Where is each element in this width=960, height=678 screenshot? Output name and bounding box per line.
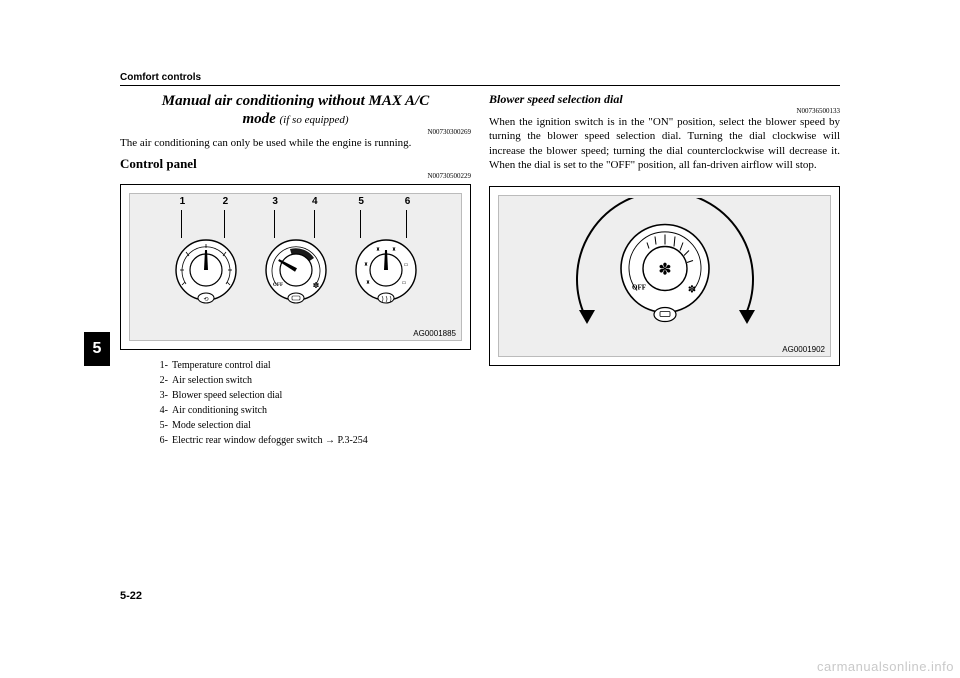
ref-number-1: N00730300269 xyxy=(120,128,471,136)
page-content: 5 Comfort controls Manual air conditioni… xyxy=(120,72,840,602)
header-rule xyxy=(120,85,840,86)
svg-text:♜: ♜ xyxy=(375,247,379,253)
svg-text:♜: ♜ xyxy=(365,280,369,286)
knob-row: ⟲ xyxy=(130,238,461,302)
figure-frame-right: OFF ✽ ✽ AG0001902 xyxy=(489,186,840,366)
watermark: carmanualsonline.info xyxy=(817,659,954,674)
two-columns: Manual air conditioning without MAX A/C … xyxy=(120,92,840,448)
ref-number-3: N00736500133 xyxy=(489,107,840,115)
svg-text:✽: ✽ xyxy=(687,285,695,296)
chapter-tab: 5 xyxy=(84,332,110,366)
figure-code-left: AG0001885 xyxy=(413,329,456,338)
leader-5 xyxy=(360,210,361,238)
callout-1: 1 xyxy=(180,196,186,207)
page-number: 5-22 xyxy=(120,590,142,602)
section-control-panel: Control panel xyxy=(120,156,471,172)
figure-code-right: AG0001902 xyxy=(782,345,825,354)
svg-text:▭: ▭ xyxy=(403,263,408,268)
blower-knob: ✽ OFF xyxy=(264,238,328,302)
leader-6 xyxy=(406,210,407,238)
svg-text:⟲: ⟲ xyxy=(203,297,208,303)
control-panel-figure: 1 2 3 4 5 6 xyxy=(120,184,471,350)
callout-4: 4 xyxy=(312,196,318,207)
svg-text:OFF: OFF xyxy=(632,284,646,292)
legend: 1- Temperature control dial 2- Air selec… xyxy=(154,358,471,448)
blower-figure-bg: OFF ✽ ✽ AG0001902 xyxy=(498,195,831,357)
main-title-mode: mode xyxy=(242,111,275,127)
leader-1 xyxy=(181,210,182,238)
intro-text: The air conditioning can only be used wh… xyxy=(120,136,471,150)
svg-text:✽: ✽ xyxy=(658,262,671,279)
legend-item-1: 1- Temperature control dial xyxy=(154,358,471,373)
blower-title: Blower speed selection dial xyxy=(489,92,840,107)
svg-text:OFF: OFF xyxy=(273,283,283,288)
page-header: Comfort controls xyxy=(120,72,840,83)
mode-knob: ♜ ♜ ♜ ♜ ▭ ▭ xyxy=(354,238,418,302)
right-column: Blower speed selection dial N00736500133… xyxy=(489,92,840,448)
ref-number-2: N00730500229 xyxy=(120,172,471,180)
callout-3: 3 xyxy=(272,196,278,207)
main-title-note: (if so equipped) xyxy=(280,114,349,126)
main-title-line2: mode (if so equipped) xyxy=(120,110,471,128)
leader-3 xyxy=(274,210,275,238)
svg-text:♜: ♜ xyxy=(363,262,367,268)
blower-para: When the ignition switch is in the "ON" … xyxy=(489,115,840,172)
left-column: Manual air conditioning without MAX A/C … xyxy=(120,92,471,448)
leader-2 xyxy=(224,210,225,238)
legend-item-3: 3- Blower speed selection dial xyxy=(154,388,471,403)
legend-item-5: 5- Mode selection dial xyxy=(154,418,471,433)
blower-figure: OFF ✽ ✽ AG0001902 xyxy=(489,186,840,366)
legend-item-4: 4- Air conditioning switch xyxy=(154,403,471,418)
blower-knob-large: OFF ✽ ✽ xyxy=(617,223,713,330)
callout-2: 2 xyxy=(223,196,229,207)
svg-text:♜: ♜ xyxy=(391,247,395,253)
callout-6: 6 xyxy=(405,196,411,207)
callout-5: 5 xyxy=(358,196,364,207)
figure-frame: 1 2 3 4 5 6 xyxy=(120,184,471,350)
legend-item-2: 2- Air selection switch xyxy=(154,373,471,388)
svg-text:▭: ▭ xyxy=(401,281,406,286)
temp-knob: ⟲ xyxy=(174,238,238,302)
svg-text:✽: ✽ xyxy=(312,281,319,290)
legend-item-6: 6- Electric rear window defogger switch … xyxy=(154,433,471,448)
main-title-line1: Manual air conditioning without MAX A/C xyxy=(120,92,471,110)
leader-4 xyxy=(314,210,315,238)
figure-bg: 1 2 3 4 5 6 xyxy=(129,193,462,341)
